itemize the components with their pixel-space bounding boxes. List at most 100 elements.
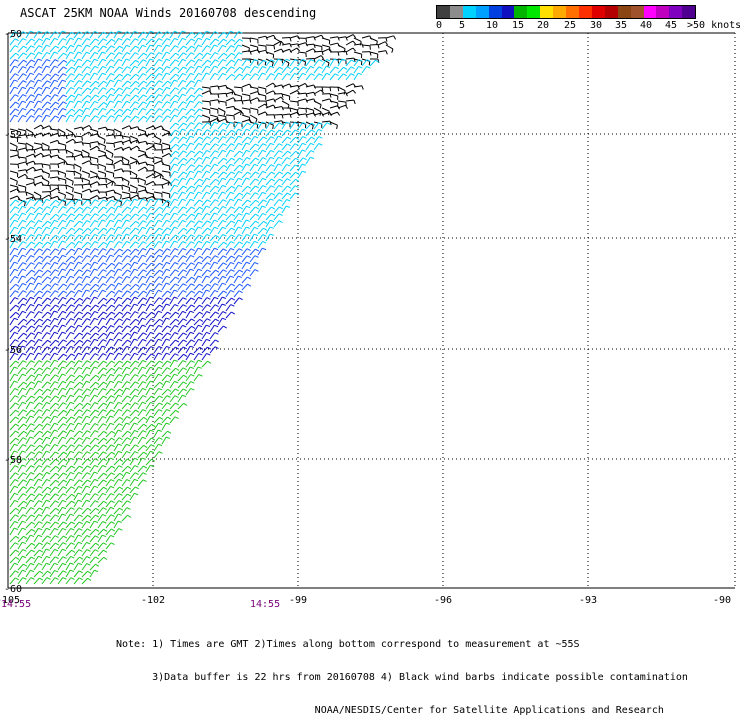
wind-barb (154, 81, 163, 87)
wind-barb (138, 396, 146, 402)
wind-barb (162, 213, 170, 220)
wind-barb (202, 53, 211, 59)
wind-barb (26, 60, 35, 66)
wind-barb (154, 423, 162, 430)
wind-barb (162, 291, 171, 297)
wind-barb (42, 543, 50, 549)
wind-barb (114, 529, 122, 535)
wind-barb (162, 368, 170, 374)
wind-barb (234, 262, 242, 269)
wind-barb (146, 332, 154, 339)
wind-barb (178, 31, 186, 38)
wind-barb (82, 515, 91, 521)
wind-barb (234, 199, 242, 206)
wind-barb (34, 563, 42, 570)
wind-barb (178, 102, 186, 108)
wind-barb (122, 501, 131, 507)
wind-barb (10, 563, 18, 570)
wind-barb (154, 333, 163, 339)
wind-barb (42, 87, 50, 94)
wind-barb (18, 501, 27, 507)
wind-barb (50, 249, 59, 255)
wind-barb (82, 305, 91, 311)
wind-barb (138, 263, 147, 269)
wind-barb (178, 53, 187, 59)
wind-barb (106, 423, 114, 430)
wind-barb (178, 382, 187, 388)
wind-barb (130, 39, 138, 45)
wind-barb (186, 284, 195, 290)
wind-barb (218, 318, 226, 325)
wind-barb (162, 333, 171, 339)
wind-barb (90, 228, 99, 234)
wind-barb (130, 297, 138, 304)
wind-barb (186, 95, 195, 101)
wind-barb (66, 388, 74, 395)
wind-barb (42, 115, 50, 122)
wind-barb (26, 563, 34, 570)
wind-barb (226, 305, 234, 311)
wind-barb (178, 395, 186, 402)
wind-barb (58, 480, 67, 486)
wind-barb (154, 220, 162, 227)
wind-barb (178, 311, 186, 318)
wind-barb (290, 165, 299, 171)
wind-barb (234, 276, 242, 283)
wind-barb (98, 445, 107, 451)
wind-barb (242, 143, 250, 150)
wind-barb (122, 298, 131, 304)
wind-barb (82, 529, 91, 535)
wind-barb (170, 179, 179, 185)
wind-barb (106, 347, 115, 353)
wind-barb (58, 87, 66, 94)
wind-barb (154, 116, 162, 122)
wind-barb (242, 108, 250, 113)
wind-barb (218, 192, 226, 199)
wind-barb (106, 452, 115, 458)
wind-barb (194, 333, 203, 339)
wind-barb (202, 38, 210, 45)
wind-barb (178, 59, 186, 66)
wind-barb (50, 549, 58, 556)
wind-barb (218, 234, 226, 241)
wind-barb (202, 290, 210, 297)
wind-barb (34, 473, 43, 479)
wind-barb (218, 206, 226, 213)
wind-barb (90, 570, 98, 577)
wind-barb (58, 494, 67, 500)
wind-barb (42, 466, 50, 472)
wind-barb (114, 402, 122, 409)
wind-barb (234, 284, 243, 290)
wind-barb (58, 241, 66, 248)
wind-barb (90, 367, 98, 374)
wind-barb (34, 424, 43, 430)
wind-barb (130, 332, 138, 339)
wind-barb (218, 67, 227, 73)
wind-barb (258, 137, 267, 143)
wind-barb (114, 409, 122, 416)
wind-barb (130, 410, 139, 416)
wind-barb (154, 403, 163, 409)
wind-barb (58, 522, 67, 528)
wind-barb (186, 46, 195, 52)
footer-notes: Note: 1) Times are GMT 2)Times along bot… (116, 617, 688, 727)
wind-barb (138, 410, 146, 416)
wind-barb (202, 339, 210, 346)
wind-barb (26, 388, 34, 395)
wind-barb (178, 298, 186, 304)
wind-barb (58, 269, 66, 276)
wind-barb (26, 95, 35, 101)
wind-barb (74, 417, 82, 423)
wind-barb (74, 458, 82, 465)
wind-barb (90, 424, 98, 430)
wind-barb (114, 74, 123, 80)
wind-barb (26, 402, 34, 409)
wind-barb (146, 45, 154, 52)
wind-barb (114, 269, 122, 276)
wind-barb (266, 83, 276, 87)
wind-barb (186, 143, 194, 150)
wind-barb (170, 185, 178, 192)
wind-barb (90, 515, 99, 521)
wind-barb (50, 375, 59, 381)
wind-barb (18, 95, 26, 101)
